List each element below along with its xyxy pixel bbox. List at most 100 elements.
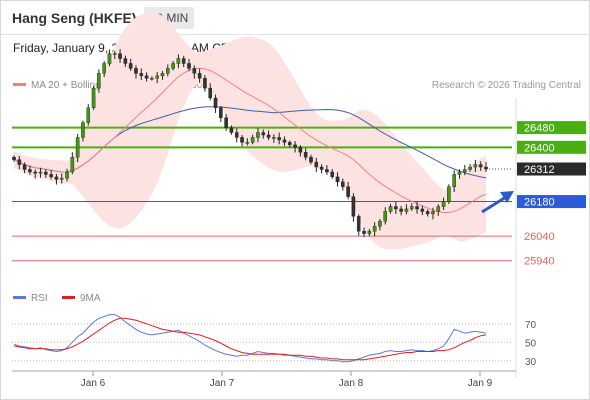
candle (219, 105, 223, 122)
bollinger-band (14, 12, 486, 250)
candle-body-down (309, 156, 313, 163)
x-tick-label: Jan 6 (81, 378, 106, 389)
candle (112, 50, 117, 60)
candle (468, 164, 472, 172)
candle-body-up (431, 211, 435, 215)
candle-body-up (383, 211, 388, 222)
candle-body-up (176, 58, 181, 64)
rsi-tick-50: 50 (525, 338, 537, 349)
candle (118, 49, 122, 63)
candle (372, 222, 377, 237)
candle-body-down (203, 78, 207, 89)
candle-body-down (234, 132, 239, 138)
candle-body-up (250, 137, 255, 143)
candle (150, 76, 154, 81)
candle-body-down (484, 166, 488, 170)
candle-body-up (404, 208, 409, 212)
candle (346, 181, 350, 200)
candle-body-down (303, 152, 308, 158)
candle (309, 154, 313, 165)
level-label-26040: 26040 (524, 231, 555, 243)
candle (362, 227, 366, 238)
rsi-tick-30: 30 (525, 357, 537, 368)
candle (203, 75, 207, 92)
candle (356, 214, 361, 236)
candle-body-up (38, 171, 43, 174)
candle-body-down (266, 134, 271, 138)
candle (81, 120, 85, 142)
candle-body-down (144, 75, 149, 79)
candle (272, 134, 276, 143)
candle (107, 49, 112, 67)
rsi-tick-70: 70 (525, 320, 537, 331)
level-label-26480: 26480 (524, 123, 555, 135)
candle-body-up (409, 206, 414, 210)
candle (319, 164, 324, 174)
candle (134, 65, 138, 79)
candle-body-down (17, 159, 22, 165)
candle-body-up (367, 230, 372, 234)
candle (139, 68, 144, 80)
candle-body-down (287, 142, 292, 146)
candle-body-down (240, 137, 244, 143)
candle-body-down (22, 164, 27, 170)
candle-body-down (44, 171, 48, 175)
candle-body-up (97, 73, 101, 89)
level-tag-25940: 25940 (524, 256, 555, 268)
candle-body-up (388, 206, 393, 212)
candle (351, 193, 356, 222)
candle (431, 207, 435, 220)
candle (70, 152, 75, 175)
projection-arrow-head (500, 191, 514, 203)
candle (213, 94, 218, 114)
candle (33, 169, 38, 179)
ma20-line (13, 67, 487, 213)
candle (457, 169, 462, 179)
candle (325, 165, 329, 175)
candle (12, 155, 16, 162)
legend-ma9: 9MA (62, 293, 101, 304)
candle-body-down (362, 230, 366, 234)
candle-body-up (81, 122, 85, 138)
candle (181, 55, 186, 68)
candle (394, 202, 398, 214)
candle (192, 65, 197, 79)
candle (314, 157, 319, 172)
candle (171, 61, 175, 71)
candle-body-down (346, 186, 350, 197)
candle (335, 172, 340, 187)
candle-body-down (298, 147, 303, 153)
x-tick-label: Jan 7 (210, 378, 235, 389)
candle-body-down (213, 97, 218, 109)
candle (415, 201, 419, 214)
candle (287, 140, 292, 148)
candle (165, 64, 170, 77)
candle (17, 155, 22, 170)
candle (102, 61, 106, 78)
candle-body-up (462, 169, 467, 173)
candle (44, 169, 48, 178)
candle (240, 134, 244, 147)
candle-body-down (314, 161, 319, 168)
candle (28, 165, 32, 175)
candle-body-down (139, 73, 144, 77)
candle-body-down (394, 206, 398, 210)
candle-body-down (399, 208, 403, 212)
candle (22, 162, 27, 174)
candle-body-down (425, 211, 430, 215)
candle-body-up (91, 87, 96, 109)
level-tag-26180: 26180 (517, 195, 586, 209)
candle (65, 168, 69, 182)
candle (49, 170, 53, 180)
level-badge-26400 (517, 140, 586, 154)
candle (341, 178, 345, 191)
candle-body-down (208, 87, 213, 99)
candle-body-up (107, 53, 112, 64)
candle (462, 165, 467, 176)
level-badge-26180 (517, 195, 586, 209)
candle-body-up (165, 68, 170, 74)
candle-body-down (12, 156, 16, 160)
level-label-25940: 25940 (524, 256, 555, 268)
candle-body-down (341, 181, 345, 187)
level-label-26312: 26312 (524, 164, 555, 176)
